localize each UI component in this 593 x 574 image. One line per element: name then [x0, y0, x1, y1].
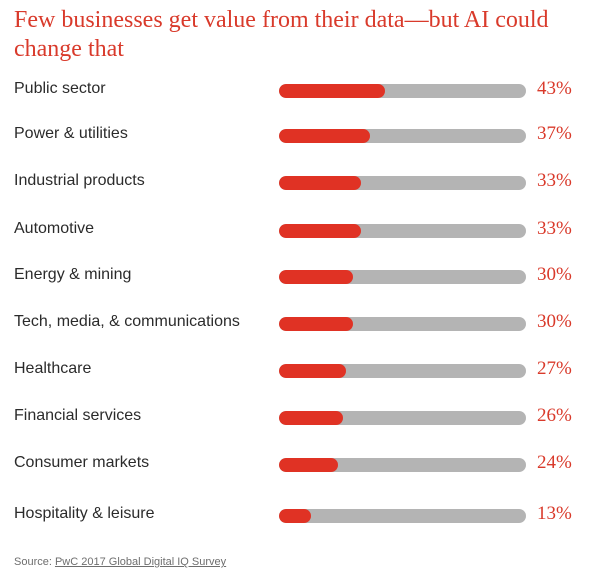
bar-fill	[279, 176, 361, 190]
category-label: Power & utilities	[14, 125, 128, 142]
chart-title: Few businesses get value from their data…	[14, 7, 549, 62]
value-label: 30%	[537, 264, 572, 285]
bar-row: Tech, media, & communications 30%	[0, 308, 593, 338]
source-note: Source: PwC 2017 Global Digital IQ Surve…	[14, 556, 226, 568]
value-label: 30%	[537, 311, 572, 332]
bar-fill	[279, 364, 346, 378]
bar-row: Power & utilities 37%	[0, 120, 593, 150]
value-label: 37%	[537, 123, 572, 144]
bar-track	[279, 509, 526, 523]
bar-fill	[279, 270, 354, 284]
bar-fill	[279, 84, 386, 98]
source-link[interactable]: PwC 2017 Global Digital IQ Survey	[54, 556, 227, 568]
bar-track	[279, 176, 526, 190]
bar-track	[279, 129, 526, 143]
value-label: 33%	[537, 218, 572, 239]
bar-track	[279, 317, 526, 331]
bar-row: Industrial products 33%	[0, 167, 593, 197]
bar-track	[279, 364, 526, 378]
bar-track	[279, 270, 526, 284]
bar-fill	[279, 129, 371, 143]
bar-fill	[279, 458, 339, 472]
category-label: Consumer markets	[14, 454, 150, 471]
value-label: 13%	[537, 503, 572, 524]
bar-track	[279, 224, 526, 238]
bar-row: Consumer markets 24%	[0, 449, 593, 479]
category-label: Automotive	[14, 220, 95, 237]
value-label: 27%	[537, 358, 572, 379]
bar-row: Automotive 33%	[0, 215, 593, 245]
category-label: Public sector	[14, 80, 106, 97]
bar-fill	[279, 509, 312, 523]
bar-fill	[279, 224, 361, 238]
value-label: 24%	[537, 452, 572, 473]
bar-track	[279, 84, 526, 98]
value-label: 26%	[537, 405, 572, 426]
category-label: Healthcare	[14, 360, 92, 377]
bar-row: Energy & mining 30%	[0, 261, 593, 291]
source-prefix: Source:	[14, 556, 55, 568]
category-label: Tech, media, & communications	[14, 313, 240, 330]
bar-row: Financial services 26%	[0, 402, 593, 432]
bar-row: Public sector 43%	[0, 75, 593, 105]
value-label: 33%	[537, 170, 572, 191]
category-label: Energy & mining	[14, 266, 132, 283]
bar-track	[279, 411, 526, 425]
bar-row: Healthcare 27%	[0, 355, 593, 385]
bar-track	[279, 458, 526, 472]
value-label: 43%	[537, 78, 572, 99]
bar-fill	[279, 411, 344, 425]
category-label: Hospitality & leisure	[14, 505, 155, 522]
bar-fill	[279, 317, 354, 331]
bar-row: Hospitality & leisure 13%	[0, 500, 593, 530]
category-label: Financial services	[14, 407, 142, 424]
category-label: Industrial products	[14, 172, 145, 189]
